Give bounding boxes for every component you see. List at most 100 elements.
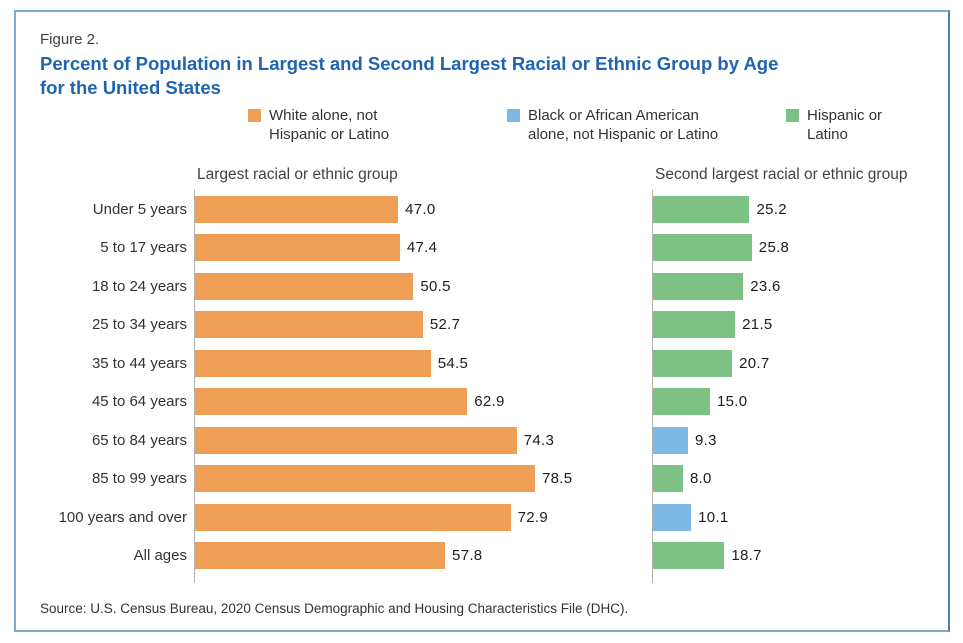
legend-swatch-hispanic-icon (786, 109, 799, 122)
category-label: 35 to 44 years (91, 354, 187, 372)
panel-headers: Largest racial or ethnic group Second la… (40, 166, 948, 190)
chart-row: All ages 57.8 18.7 (40, 537, 948, 576)
bar-second-group (652, 272, 744, 300)
chart-row: 25 to 34 years 52.7 21.5 (40, 306, 948, 345)
bar-largest-group (194, 349, 431, 377)
category-label: 5 to 17 years (100, 239, 187, 257)
value-label-second: 8.0 (689, 470, 712, 488)
bar-second-group (652, 503, 692, 531)
axis-line-second-largest (652, 190, 653, 583)
value-label-largest: 62.9 (474, 393, 505, 411)
bar-second-group (652, 465, 683, 493)
panel-second-cell: 18.7 (652, 537, 946, 576)
panel-largest-cell: 47.0 (194, 190, 624, 229)
panel-second-cell: 25.2 (652, 190, 946, 229)
value-label-largest: 74.3 (523, 431, 555, 449)
value-label-largest: 52.7 (429, 316, 461, 334)
panel-header-largest: Largest racial or ethnic group (197, 166, 398, 183)
chart-row: Under 5 years 47.0 25.2 (40, 190, 948, 229)
category-label: 85 to 99 years (91, 470, 187, 488)
category-label: 100 years and over (58, 508, 187, 526)
bar-second-group (652, 349, 733, 377)
panel-largest-cell: 57.8 (194, 537, 624, 576)
bar-largest-group (194, 388, 468, 416)
chart-row: 18 to 24 years 50.5 23.6 (40, 267, 948, 306)
chart-row: 45 to 64 years 62.9 15.0 (40, 383, 948, 422)
value-label-largest: 47.0 (405, 200, 436, 218)
value-label-second: 15.0 (717, 393, 748, 411)
chart-rows: Under 5 years 47.0 25.2 5 to 17 years 47… (40, 190, 948, 575)
panel-second-cell: 20.7 (652, 344, 946, 383)
category-label: 45 to 64 years (91, 393, 187, 411)
bar-second-group (652, 426, 688, 454)
bar-largest-group (194, 465, 535, 493)
bar-largest-group (194, 311, 423, 339)
chart-row: 5 to 17 years 47.4 25.8 (40, 229, 948, 268)
panel-largest-cell: 47.4 (194, 229, 624, 268)
panel-largest-cell: 62.9 (194, 383, 624, 422)
panel-largest-cell: 50.5 (194, 267, 624, 306)
panel-second-cell: 21.5 (652, 306, 946, 345)
value-label-second: 18.7 (731, 547, 762, 565)
panel-second-cell: 9.3 (652, 421, 946, 460)
figure-title: Percent of Population in Largest and Sec… (40, 52, 948, 99)
bar-largest-group (194, 195, 399, 223)
bar-largest-group (194, 503, 511, 531)
category-label: All ages (133, 547, 187, 565)
legend-label-white: White alone, not Hispanic or Latino (269, 107, 390, 143)
legend-item-black-alone: Black or African American alone, not Hisp… (507, 106, 742, 144)
panel-largest-cell: 72.9 (194, 498, 624, 537)
chart-row: 85 to 99 years 78.5 8.0 (40, 460, 948, 499)
bar-largest-group (194, 426, 517, 454)
figure-title-line2: for the United States (40, 76, 221, 98)
bar-second-group (652, 311, 736, 339)
value-label-second: 25.8 (758, 239, 790, 257)
value-label-largest: 57.8 (452, 547, 483, 565)
figure-label: Figure 2. (40, 31, 100, 48)
bar-second-group (652, 542, 725, 570)
panel-second-cell: 10.1 (652, 498, 946, 537)
legend-label-hispanic: Hispanic or Latino (807, 107, 883, 143)
figure-title-line1: Percent of Population in Largest and Sec… (40, 53, 779, 74)
value-label-second: 21.5 (742, 316, 773, 334)
panel-second-cell: 8.0 (652, 460, 946, 499)
bar-largest-group (194, 234, 400, 262)
value-label-second: 20.7 (739, 354, 770, 372)
chart-row: 100 years and over 72.9 10.1 (40, 498, 948, 537)
value-label-largest: 78.5 (541, 470, 573, 488)
panel-largest-cell: 78.5 (194, 460, 624, 499)
category-label: 65 to 84 years (91, 431, 187, 449)
legend-swatch-white-icon (248, 109, 261, 122)
value-label-largest: 72.9 (517, 508, 549, 526)
value-label-second: 9.3 (694, 431, 717, 449)
legend: White alone, not Hispanic or Latino Black… (248, 106, 948, 144)
value-label-largest: 47.4 (406, 239, 438, 257)
bar-largest-group (194, 542, 446, 570)
panel-second-cell: 15.0 (652, 383, 946, 422)
panel-largest-cell: 74.3 (194, 421, 624, 460)
category-label: Under 5 years (92, 200, 187, 218)
bar-second-group (652, 234, 752, 262)
paired-bar-chart: Largest racial or ethnic group Second la… (40, 166, 948, 583)
legend-item-hispanic: Hispanic or Latino (786, 106, 882, 144)
legend-label-black: Black or African American alone, not Hisp… (528, 107, 719, 143)
legend-item-white-alone: White alone, not Hispanic or Latino (248, 106, 463, 144)
axis-line-largest (194, 190, 195, 583)
panel-header-second-largest: Second largest racial or ethnic group (655, 166, 908, 183)
bar-largest-group (194, 272, 414, 300)
value-label-largest: 54.5 (437, 354, 469, 372)
chart-row: 35 to 44 years 54.5 20.7 (40, 344, 948, 383)
panel-largest-cell: 54.5 (194, 344, 624, 383)
value-label-second: 23.6 (750, 277, 781, 295)
source-note: Source: U.S. Census Bureau, 2020 Census … (40, 601, 629, 616)
value-label-largest: 50.5 (420, 277, 451, 295)
panel-largest-cell: 52.7 (194, 306, 624, 345)
bar-second-group (652, 195, 750, 223)
bar-second-group (652, 388, 711, 416)
value-label-second: 25.2 (756, 200, 787, 218)
legend-swatch-black-icon (507, 109, 520, 122)
chart-row: 65 to 84 years 74.3 9.3 (40, 421, 948, 460)
panel-second-cell: 23.6 (652, 267, 946, 306)
category-label: 25 to 34 years (91, 316, 187, 334)
value-label-second: 10.1 (698, 508, 729, 526)
